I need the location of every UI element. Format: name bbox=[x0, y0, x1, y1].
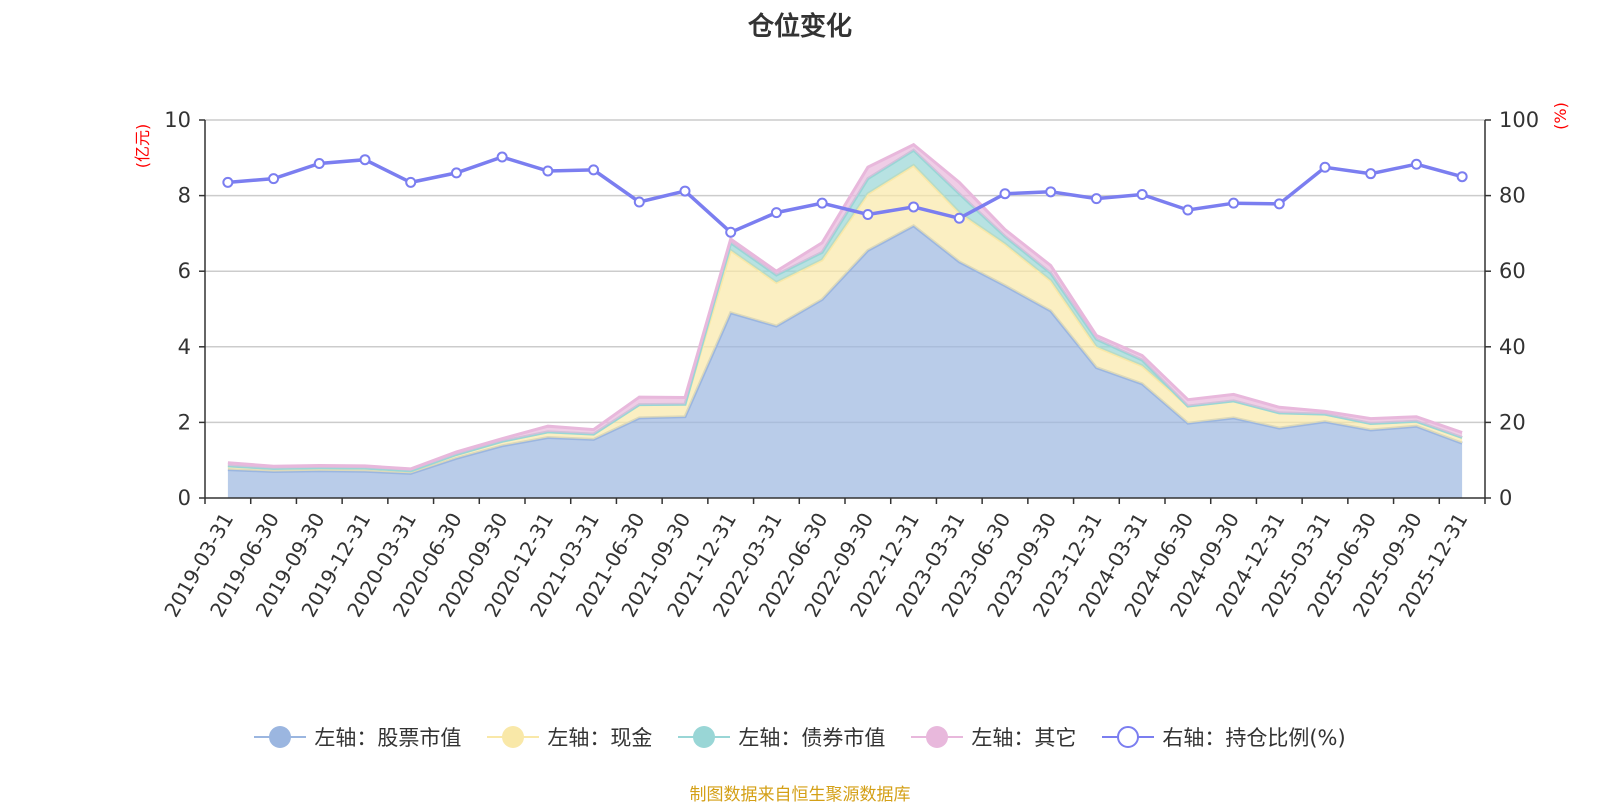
y-tick-label-right: 100 bbox=[1499, 108, 1539, 132]
y-tick-label-left: 10 bbox=[164, 108, 191, 132]
ratio-point bbox=[405, 176, 417, 188]
ratio-point bbox=[1045, 186, 1057, 198]
chart-title: 仓位变化 bbox=[747, 12, 852, 42]
ratio-point bbox=[313, 157, 325, 169]
ratio-point bbox=[496, 151, 508, 163]
ratio-point bbox=[770, 207, 782, 219]
y-tick-label-left: 6 bbox=[178, 259, 191, 283]
ratio-point bbox=[1090, 193, 1102, 205]
y-axis-left-label: (亿元) bbox=[133, 124, 152, 169]
ratio-point bbox=[222, 176, 234, 188]
y-tick-label-left: 8 bbox=[178, 184, 191, 208]
legend-label: 左轴：其它 bbox=[971, 726, 1077, 750]
ratio-point bbox=[588, 164, 600, 176]
ratio-point bbox=[359, 154, 371, 166]
legend-item[interactable]: 左轴：现金 bbox=[487, 722, 652, 752]
ratio-point bbox=[908, 201, 920, 213]
ratio-line-layer bbox=[222, 151, 1468, 238]
area-edge-series-3 bbox=[227, 142, 1463, 471]
y-tick-label-right: 0 bbox=[1499, 486, 1512, 510]
ratio-point bbox=[999, 188, 1011, 200]
ratio-point bbox=[1182, 204, 1194, 216]
legend-item[interactable]: 左轴：股票市值 bbox=[254, 722, 461, 752]
ratio-point bbox=[816, 197, 828, 209]
area-edge-series-0 bbox=[227, 224, 1463, 475]
ratio-point bbox=[1410, 158, 1422, 170]
legend-item[interactable]: 右轴：持仓比例(%) bbox=[1102, 722, 1346, 752]
y-tick-label-left: 0 bbox=[178, 486, 191, 510]
legend-swatch bbox=[487, 724, 540, 750]
legend-label: 右轴：持仓比例(%) bbox=[1162, 726, 1346, 750]
ratio-line bbox=[227, 155, 1463, 235]
legend-swatch bbox=[911, 724, 964, 750]
ratio-point bbox=[268, 173, 280, 185]
ratio-point bbox=[679, 185, 691, 197]
legend: 左轴：股票市值 左轴：现金 左轴：债券市值 左轴：其它 右轴：持仓比例(%) bbox=[0, 722, 1600, 752]
legend-label: 左轴：现金 bbox=[547, 726, 653, 750]
legend-swatch bbox=[1102, 724, 1155, 750]
source-note: 制图数据来自恒生聚源数据库 bbox=[689, 785, 911, 805]
legend-swatch bbox=[678, 724, 731, 750]
y-tick-label-right: 60 bbox=[1499, 259, 1526, 283]
y-tick-label-right: 40 bbox=[1499, 335, 1526, 359]
y-tick-label-left: 4 bbox=[178, 335, 191, 359]
legend-label: 左轴：债券市值 bbox=[738, 726, 886, 750]
ratio-point bbox=[633, 196, 645, 208]
ratio-point bbox=[1136, 188, 1148, 200]
ratio-point bbox=[1228, 197, 1240, 209]
ratio-point bbox=[1319, 161, 1331, 173]
ratio-point bbox=[862, 209, 874, 220]
legend-item[interactable]: 左轴：债券市值 bbox=[678, 722, 885, 752]
y-tick-label-right: 80 bbox=[1499, 184, 1526, 208]
y-axis-right-label: (%) bbox=[1551, 102, 1570, 130]
ratio-point bbox=[1365, 168, 1377, 180]
area-series-0 bbox=[227, 225, 1463, 499]
ratio-point bbox=[1456, 171, 1468, 183]
ratio-point bbox=[1273, 198, 1285, 210]
ratio-point bbox=[725, 226, 737, 238]
y-tick-label-right: 20 bbox=[1499, 410, 1526, 434]
legend-label: 左轴：股票市值 bbox=[314, 726, 462, 750]
legend-item[interactable]: 左轴：其它 bbox=[911, 722, 1076, 752]
ratio-point bbox=[953, 212, 965, 224]
ratio-point bbox=[542, 165, 554, 177]
y-tick-label-left: 2 bbox=[178, 410, 191, 434]
legend-swatch bbox=[254, 724, 307, 750]
area-layer bbox=[227, 142, 1463, 499]
ratio-point bbox=[450, 167, 462, 179]
